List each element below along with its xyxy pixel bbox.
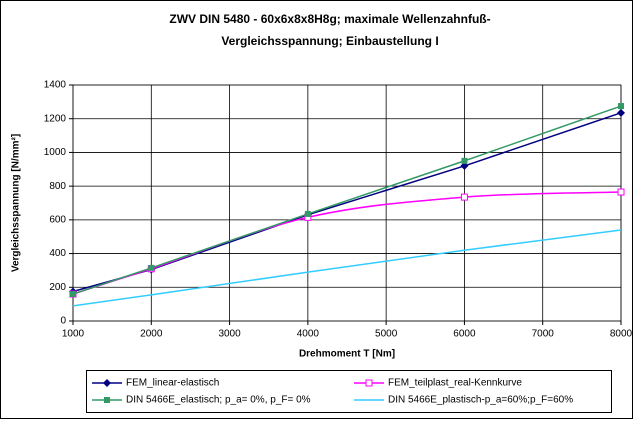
chart-title: Vergleichsspannung; Einbaustellung I: [221, 34, 438, 48]
chart-title: ZWV DIN 5480 - 60x6x8x8H8g; maximale Wel…: [169, 12, 490, 26]
legend-label: FEM_teilplast_real-Kennkurve: [388, 378, 522, 389]
legend-label: FEM_linear-elastisch: [126, 378, 219, 389]
y-tick-label: 400: [49, 248, 66, 259]
legend-marker: [104, 397, 110, 403]
marker: [618, 103, 624, 110]
x-tick-label: 4000: [297, 329, 320, 340]
x-tick-label: 7000: [532, 329, 555, 340]
marker: [461, 157, 468, 164]
y-tick-label: 800: [49, 181, 66, 192]
legend-marker: [365, 379, 373, 387]
y-tick-label: 600: [49, 214, 66, 225]
y-axis-label: Vergleichsspannung [N/mm²]: [11, 134, 22, 272]
x-tick-label: 2000: [140, 329, 163, 340]
marker: [460, 161, 469, 170]
legend-label: DIN 5466E_plastisch-p_a=60%;p_F=60%: [388, 395, 573, 406]
y-tick-label: 1200: [44, 113, 67, 124]
x-tick-label: 3000: [218, 329, 241, 340]
marker: [617, 188, 625, 196]
y-tick-label: 1000: [44, 147, 67, 158]
y-tick-label: 0: [60, 316, 66, 327]
marker: [460, 193, 468, 201]
series-line: [72, 229, 622, 307]
x-axis-label: Drehmoment T [Nm]: [299, 349, 395, 360]
x-tick-label: 8000: [610, 329, 633, 340]
marker: [70, 291, 76, 298]
legend-marker: [103, 379, 111, 387]
x-tick-label: 6000: [453, 329, 476, 340]
legend: [86, 370, 612, 413]
y-tick-label: 1400: [44, 80, 67, 91]
x-tick-label: 5000: [375, 329, 398, 340]
marker: [148, 264, 155, 271]
marker: [304, 210, 311, 217]
legend-label: DIN 5466E_elastisch; p_a= 0%, p_F= 0%: [126, 395, 311, 406]
y-tick-label: 200: [49, 282, 66, 293]
marker: [617, 108, 625, 117]
x-tick-label: 1000: [62, 329, 85, 340]
